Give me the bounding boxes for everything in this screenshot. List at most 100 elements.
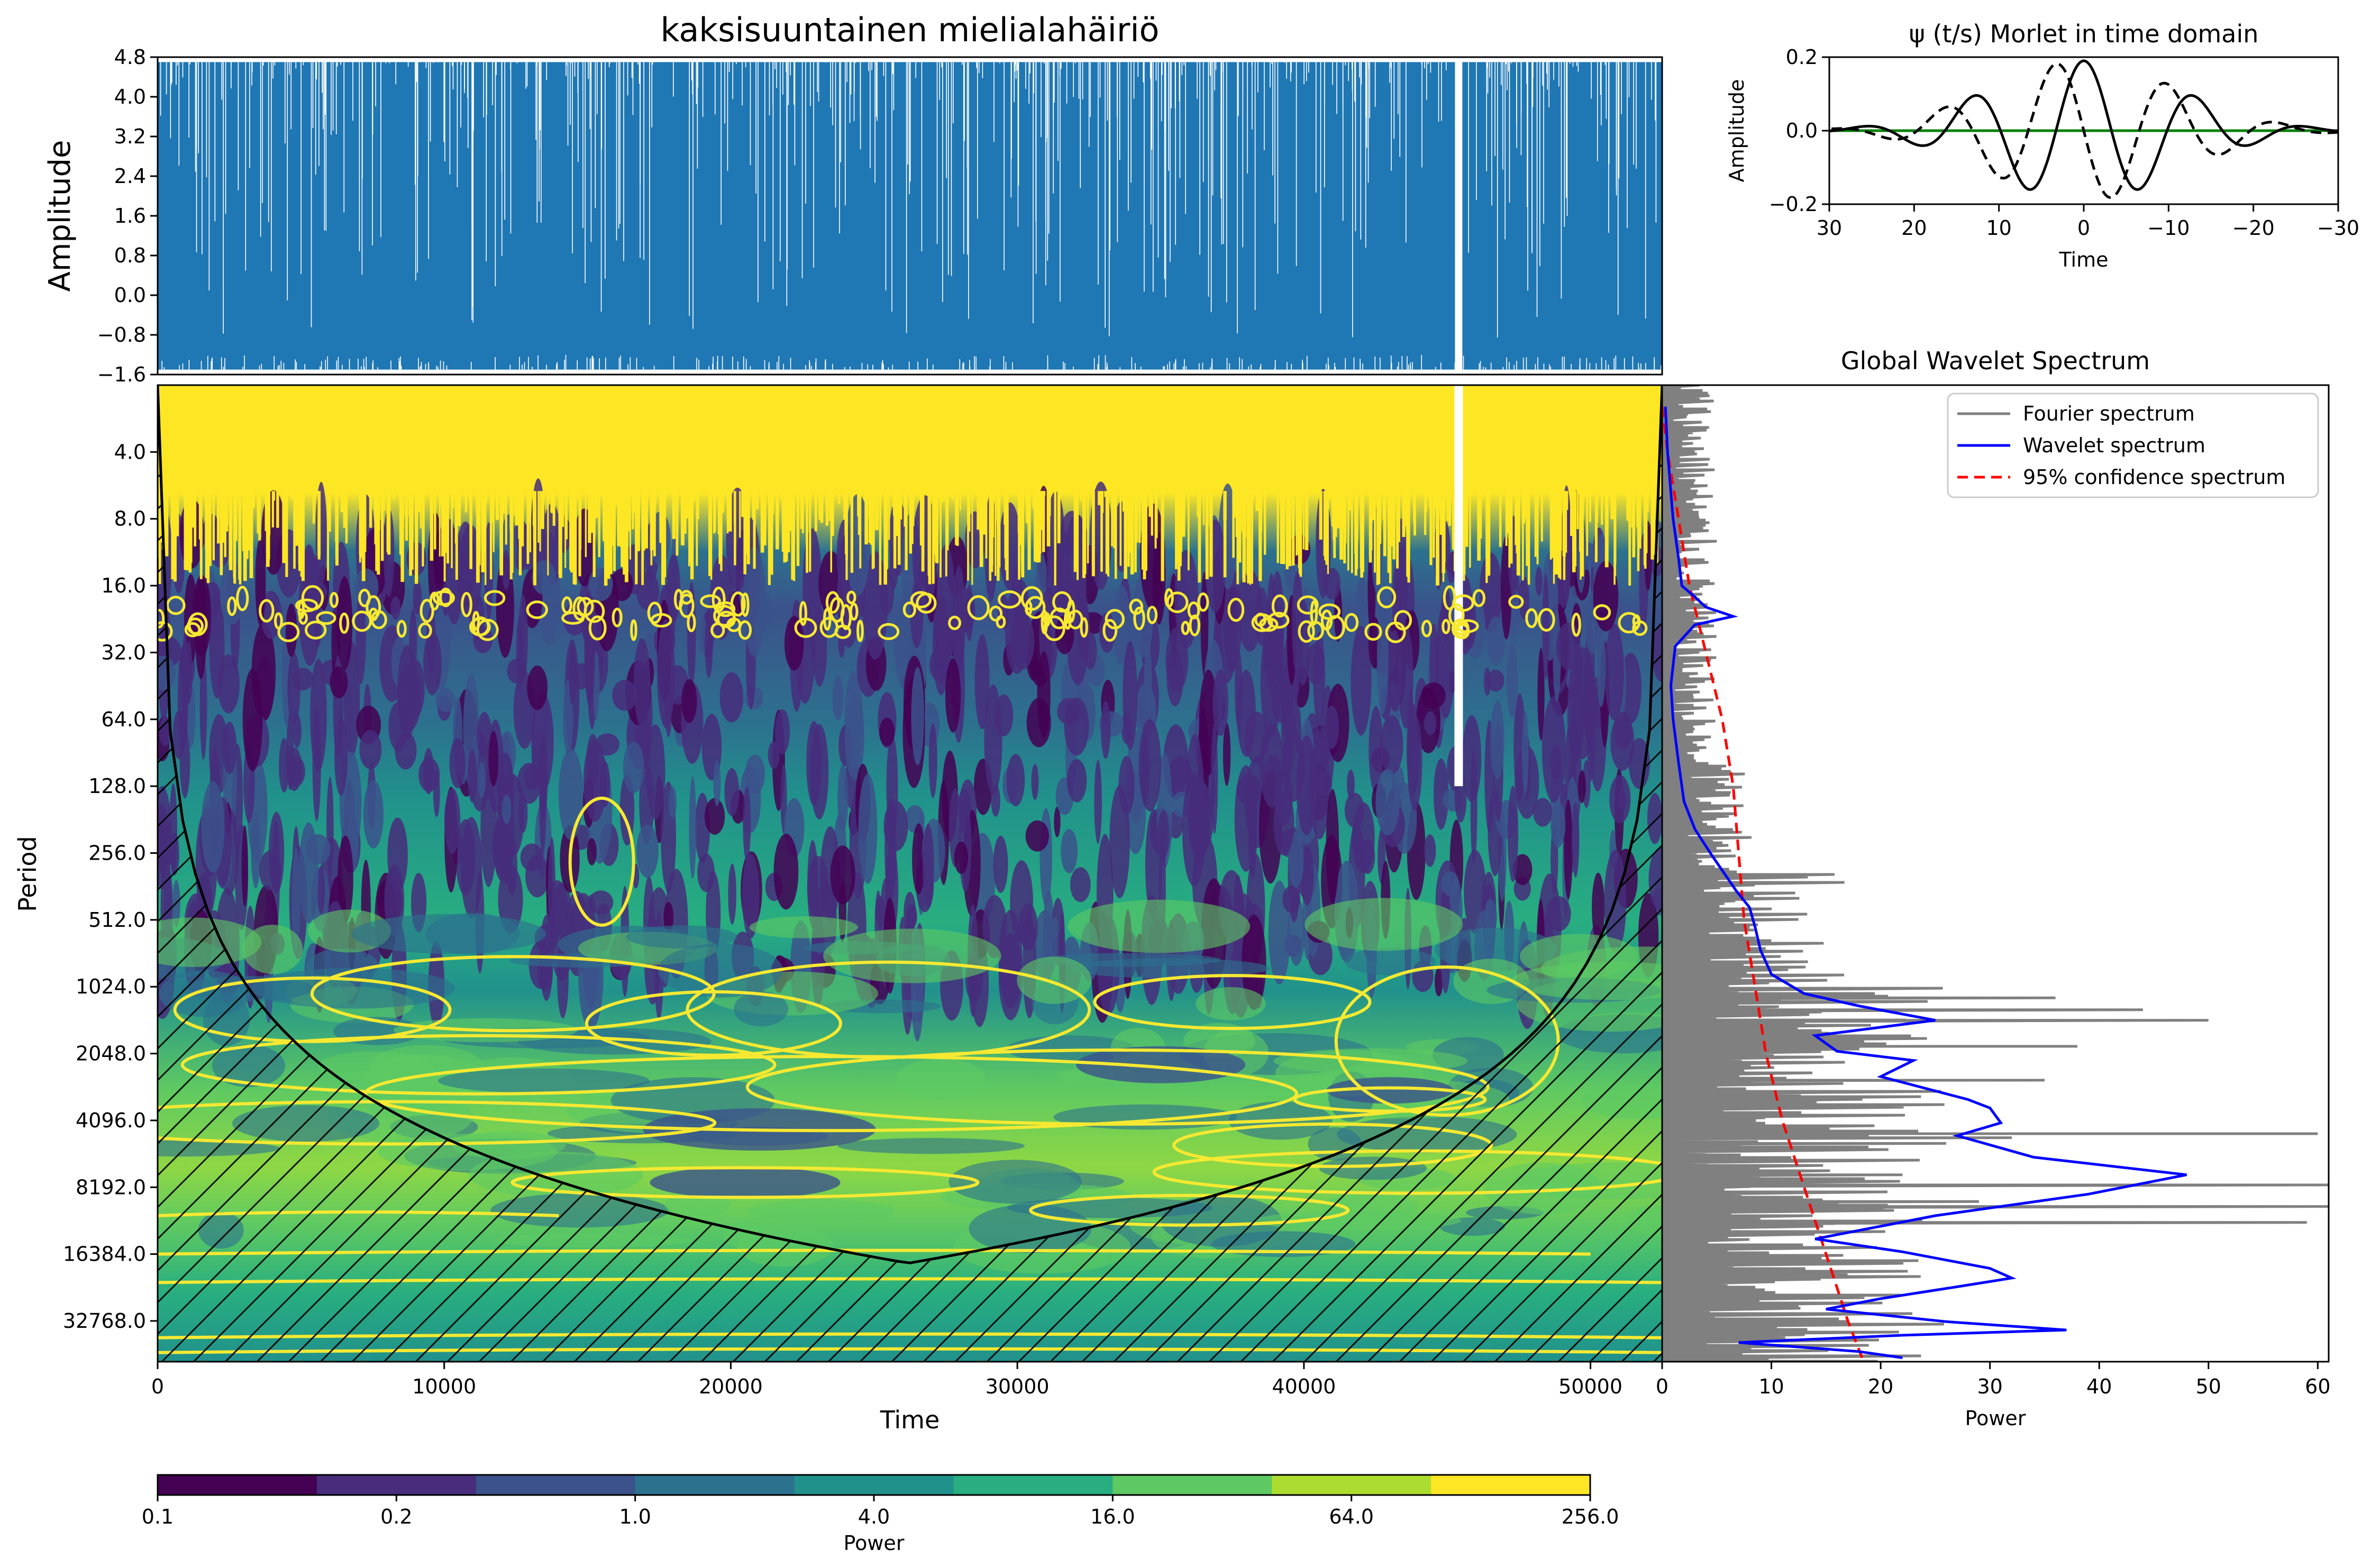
morlet-ytick-label: 0.2 <box>1786 45 1818 69</box>
morlet-ylabel: Amplitude <box>1725 79 1748 183</box>
significance-contour <box>227 596 237 616</box>
power-blob-low <box>912 823 925 895</box>
power-blob-low <box>1407 688 1415 760</box>
power-blob-low <box>1507 642 1518 718</box>
cone-of-influence-line <box>158 385 1662 1264</box>
power-blob-low <box>1375 769 1400 836</box>
power-blob-low <box>689 776 697 879</box>
colorbar-cell <box>316 1475 477 1495</box>
significance-contour <box>1394 610 1412 631</box>
power-blob-low <box>1223 723 1231 786</box>
power-blob-low <box>1006 754 1025 807</box>
colorbar-cell <box>1431 1475 1591 1495</box>
power-blob-low <box>1479 552 1502 633</box>
significance-contour <box>297 600 305 619</box>
significance-contour <box>577 597 594 617</box>
colorbar-tick-label: 4.0 <box>858 1505 890 1528</box>
significance-contour <box>568 796 635 927</box>
significance-contour <box>856 619 864 642</box>
significance-contour <box>799 601 807 626</box>
morlet-lines <box>1829 59 2338 199</box>
power-blob-low <box>334 717 348 796</box>
significance-contour <box>301 585 324 611</box>
significance-contour <box>1364 623 1382 641</box>
power-blob-low <box>268 812 285 894</box>
power-blob-low <box>806 721 822 806</box>
power-blob-low <box>588 890 614 915</box>
power-blob-low <box>974 634 990 730</box>
significance-contour <box>989 605 1003 622</box>
power-blob-low <box>1542 573 1549 680</box>
power-blob-low <box>498 865 523 934</box>
power-blob-low <box>1236 774 1262 806</box>
period-tick-label: 1024.0 <box>76 975 146 998</box>
global-power-ticks: 0 10 20 30 40 50 60 <box>1656 1362 2331 1398</box>
significance-contour <box>1052 591 1072 613</box>
signal-gap <box>1455 57 1463 375</box>
power-blob-low <box>773 833 799 910</box>
significance-contour <box>1080 617 1088 638</box>
power-blob-low <box>359 730 382 770</box>
power-blob-low <box>743 786 751 862</box>
power-blob-low <box>623 742 644 794</box>
power-blob-low <box>496 557 514 658</box>
power-blob-low <box>343 641 360 757</box>
power-blob-low <box>784 616 804 671</box>
power-blob-low <box>1070 867 1091 902</box>
morlet-title: ψ (t/s) Morlet in time domain <box>1909 20 2259 48</box>
power-blob-low <box>1424 712 1437 735</box>
power-blob-low <box>1050 917 1059 940</box>
significance-contour <box>277 622 300 642</box>
power-blob-low <box>906 904 917 929</box>
colorbar-cell <box>953 1475 1114 1495</box>
significance-contour <box>358 588 371 607</box>
power-blob-low <box>520 843 544 872</box>
significance-contour <box>1067 609 1083 630</box>
power-blob-low <box>1614 712 1633 750</box>
period-tick-label: 8.0 <box>114 507 146 531</box>
significance-contour <box>738 620 752 640</box>
significance-contour <box>1310 600 1318 626</box>
colorbar-cell <box>794 1475 954 1495</box>
power-blob-low <box>1326 789 1339 904</box>
power-blob-low <box>539 746 546 854</box>
power-blob-low <box>1099 612 1115 653</box>
power-blob-low <box>355 594 366 685</box>
power-blob-low <box>1604 624 1624 721</box>
power-blob-low <box>501 795 512 824</box>
significance-contour <box>370 610 387 630</box>
power-blob-low <box>1512 854 1533 886</box>
period-tick-label: 2048.0 <box>76 1042 146 1065</box>
significance-contour <box>1320 609 1333 631</box>
power-blob-low <box>879 717 895 746</box>
period-tick-label: 32768.0 <box>63 1309 146 1333</box>
power-blob-low <box>1235 649 1243 729</box>
significance-contour <box>476 618 499 641</box>
power-blob-low <box>713 760 721 806</box>
power-blob-mid <box>438 1068 650 1093</box>
significance-contour <box>1298 620 1315 643</box>
power-blob-low <box>312 707 321 822</box>
power-blob-mid <box>749 1199 895 1223</box>
power-blob-low <box>1521 711 1529 795</box>
power-blob-low <box>488 731 499 787</box>
power-blob-low <box>1578 770 1586 804</box>
power-blob-low <box>1057 698 1081 725</box>
significance-contour <box>1618 612 1640 634</box>
power-blob-low <box>390 596 401 620</box>
significance-contour <box>794 617 817 638</box>
power-blob-low <box>413 580 422 615</box>
period-tick-label: 256.0 <box>88 841 146 864</box>
power-blob-low <box>1446 552 1456 584</box>
power-blob-low <box>1424 834 1436 867</box>
power-blob-low <box>1324 705 1339 749</box>
significance-contour <box>741 592 750 617</box>
morlet-xtick-label: −20 <box>2232 216 2275 240</box>
power-blob-low <box>1123 641 1138 750</box>
signal-ytick-label: 4.8 <box>114 45 146 69</box>
power-blob-low <box>1518 577 1529 620</box>
power-blob-low <box>1144 645 1152 712</box>
power-blob-low <box>911 667 924 765</box>
power-blob-low <box>1470 750 1478 865</box>
power-blob-low <box>1212 669 1228 736</box>
